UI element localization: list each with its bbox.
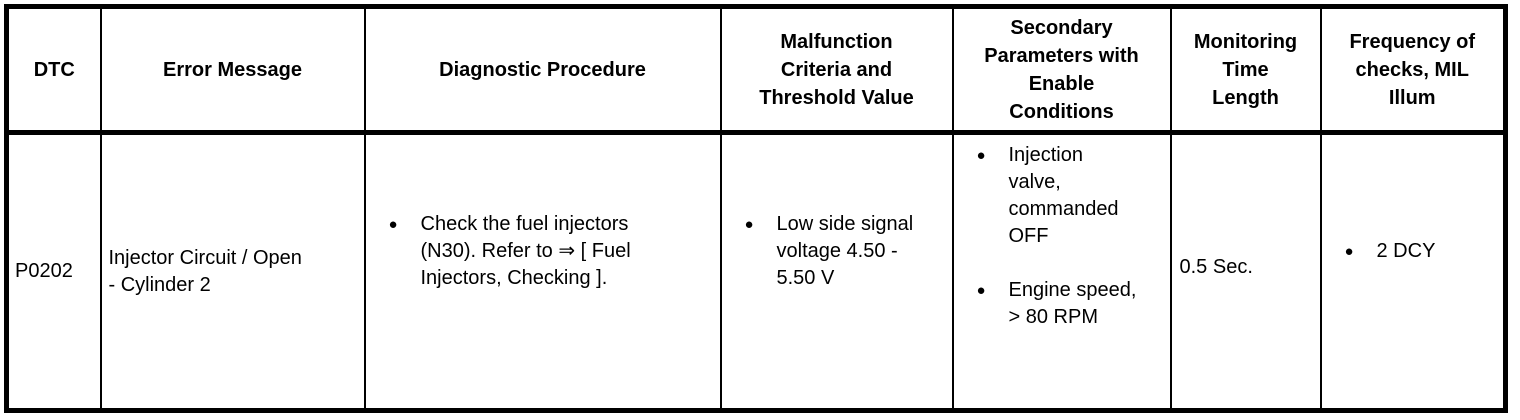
frequency-checks-list: ● 2 DCY (1322, 238, 1504, 265)
header-diagnostic-procedure: Diagnostic Procedure (363, 5, 722, 135)
cell-frequency-checks: ● 2 DCY (1319, 131, 1507, 412)
dtc-code: P0202 (15, 260, 73, 282)
bullet-item-text: 2 DCY (1376, 240, 1436, 262)
header-frequency-checks: Frequency of checks, MIL Illum (1319, 5, 1507, 135)
secondary-parameters-list: ● Injection valve, commanded OFF ● Engine s… (954, 142, 1170, 331)
bullet-item: ● Engine speed, > 80 RPM (954, 277, 1170, 331)
header-secondary-parameters: Secondary Parameters with Enable Conditi… (951, 5, 1172, 135)
monitoring-time-text: 0.5 Sec. (1179, 256, 1253, 278)
bullet-item-text: Injection valve, commanded OFF (1008, 144, 1119, 247)
dtc-table: DTC Error Message Diagnostic Procedure M… (4, 4, 1508, 413)
bullet-item-text: Low side signal voltage 4.50 - 5.50 V (776, 213, 914, 289)
header-malfunction-criteria: Malfunction Criteria and Threshold Value (719, 5, 954, 135)
diagnostic-procedure-list: ● Check the fuel injectors (N30). Refer t… (366, 211, 720, 292)
malfunction-criteria-list: ● Low side signal voltage 4.50 - 5.50 V (722, 211, 952, 292)
error-message-text: Injector Circuit / Open - Cylinder 2 (108, 246, 302, 296)
bullet-icon: ● (1344, 243, 1354, 260)
bullet-icon: ● (976, 282, 986, 299)
header-error-message: Error Message (99, 5, 366, 135)
header-monitoring-time: Monitoring Time Length (1169, 5, 1322, 135)
header-row: DTC Error Message Diagnostic Procedure M… (5, 5, 1507, 135)
cell-diagnostic-procedure: ● Check the fuel injectors (N30). Refer t… (363, 131, 722, 412)
bullet-icon: ● (388, 216, 398, 233)
bullet-item-text: Check the fuel injectors (N30). Refer to… (420, 213, 631, 289)
bullet-item: ● 2 DCY (1322, 238, 1504, 265)
cell-malfunction-criteria: ● Low side signal voltage 4.50 - 5.50 V (719, 131, 954, 412)
cell-error-message: Injector Circuit / Open - Cylinder 2 (99, 131, 366, 412)
bullet-item: ● Injection valve, commanded OFF (954, 142, 1170, 250)
bullet-item: ● Low side signal voltage 4.50 - 5.50 V (722, 211, 952, 292)
bullet-item: ● Check the fuel injectors (N30). Refer t… (366, 211, 720, 292)
cell-dtc: P0202 (5, 131, 102, 412)
header-dtc: DTC (5, 5, 102, 135)
cell-secondary-parameters: ● Injection valve, commanded OFF ● Engine s… (951, 131, 1172, 412)
bullet-icon: ● (976, 147, 986, 164)
bullet-icon: ● (744, 216, 754, 233)
table-row: P0202 Injector Circuit / Open - Cylinder… (5, 131, 1507, 412)
bullet-item-text: Engine speed, > 80 RPM (1008, 279, 1137, 328)
cell-monitoring-time: 0.5 Sec. (1169, 131, 1322, 412)
